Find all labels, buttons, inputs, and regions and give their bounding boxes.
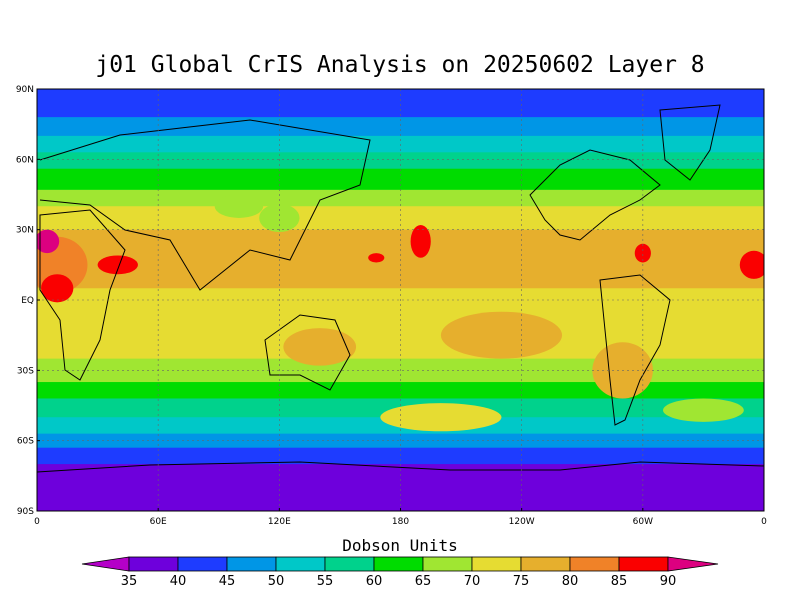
ozone-blob-2 <box>41 274 74 303</box>
ozone-blob-5 <box>368 253 385 263</box>
colorbar-box <box>422 556 473 572</box>
map-title: j01 Global CrIS Analysis on 20250602 Lay… <box>95 52 705 78</box>
lat-tick-label: 30S <box>17 366 34 376</box>
ozone-band-0 <box>37 89 764 118</box>
ozone-blob-7 <box>739 250 764 279</box>
colorbar-level-label: 65 <box>415 574 432 589</box>
ozone-blob-11 <box>259 203 300 233</box>
colorbar-high-arrow <box>667 556 719 572</box>
longitude-tick-labels: 0 60E 120E 180 120W 60W 0 <box>34 508 767 527</box>
colorbar-box <box>275 556 326 572</box>
colorbar-box <box>618 556 669 572</box>
lon-tick-label: 60W <box>633 517 653 527</box>
colorbar-level-label: 40 <box>170 574 187 589</box>
lat-tick-label: EQ <box>21 296 34 306</box>
colorbar-box <box>520 556 571 572</box>
colorbar-level-label: 35 <box>121 574 138 589</box>
ozone-blob-9 <box>440 311 563 359</box>
colorbar-box <box>226 556 277 572</box>
coastlines <box>37 104 764 473</box>
coastline-eurasia <box>39 119 371 291</box>
lat-tick-label: 60N <box>16 155 34 165</box>
lon-tick-label: 120E <box>268 517 291 527</box>
lat-tick-label: 90N <box>16 85 34 95</box>
ozone-band-8 <box>37 288 764 360</box>
colorbar-box <box>128 556 179 572</box>
coastline-south-america <box>599 274 671 426</box>
colorbar-level-label: 75 <box>513 574 530 589</box>
colorbar-box <box>471 556 522 572</box>
lon-tick-label: 120W <box>509 517 535 527</box>
ozone-blob-12 <box>214 194 264 218</box>
colorbar-level-label: 85 <box>611 574 628 589</box>
ozone-blob-14 <box>663 398 744 422</box>
colorbar-level-label: 50 <box>268 574 285 589</box>
ozone-blob-6 <box>634 243 651 263</box>
ozone-blob-8 <box>283 328 357 366</box>
colorbar-level-label: 80 <box>562 574 579 589</box>
coastline-antarctica <box>37 461 764 473</box>
latitude-tick-labels: 90N 60N 30N EQ 30S 60S 90S <box>16 85 40 517</box>
lat-tick-label: 90S <box>17 507 34 517</box>
coastline-north-america <box>529 149 661 241</box>
lon-tick-label: 0 <box>761 517 767 527</box>
ozone-band-14 <box>37 447 764 465</box>
ozone-band-1 <box>37 117 764 137</box>
ozone-band-15 <box>37 464 764 511</box>
colorbar-box <box>373 556 424 572</box>
lon-tick-label: 180 <box>392 517 409 527</box>
colorbar-box <box>177 556 228 572</box>
lat-tick-label: 60S <box>17 437 34 447</box>
colorbar-box <box>569 556 620 572</box>
lon-tick-label: 0 <box>34 517 40 527</box>
ozone-blob-3 <box>97 255 138 275</box>
ozone-blob-1 <box>37 229 60 254</box>
coastline-africa <box>39 209 126 381</box>
lon-tick-label: 60E <box>150 517 167 527</box>
ozone-blob-4 <box>410 224 431 258</box>
ozone-blob-13 <box>380 403 502 432</box>
lat-tick-label: 30N <box>16 226 34 236</box>
coastline-australia <box>264 314 351 391</box>
colorbar-level-label: 90 <box>660 574 677 589</box>
grid-lines <box>37 89 764 511</box>
colorbar-level-label: 55 <box>317 574 334 589</box>
colorbar-box <box>324 556 375 572</box>
colorbar-level-label: 70 <box>464 574 481 589</box>
colorbar-level-label: 45 <box>219 574 236 589</box>
coastline-greenland <box>659 104 721 181</box>
colorbar-low-arrow <box>81 556 130 572</box>
colorbar: 35 40 45 50 55 60 65 70 75 80 85 90 <box>81 556 719 589</box>
colorbar-title: Dobson Units <box>342 536 458 555</box>
colorbar-level-label: 60 <box>366 574 383 589</box>
